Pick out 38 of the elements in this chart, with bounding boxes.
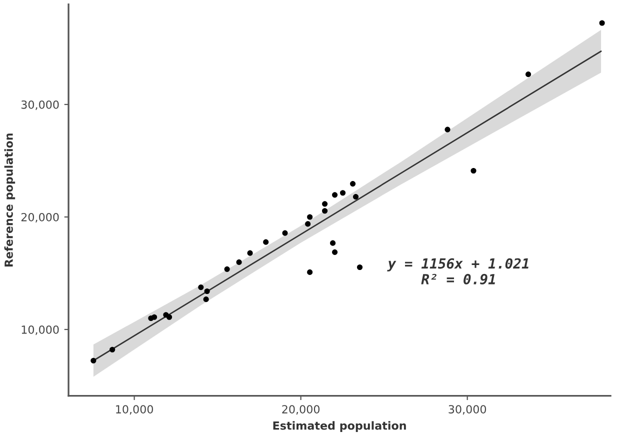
- point: [307, 214, 313, 220]
- point: [282, 230, 288, 236]
- point: [332, 249, 338, 255]
- x-tick-label: 30,000: [448, 405, 486, 415]
- point: [444, 126, 450, 132]
- y-axis-title: Reference population: [4, 134, 16, 266]
- y-tick-label: 30,000: [21, 100, 59, 110]
- point: [322, 201, 328, 207]
- point: [526, 72, 532, 78]
- point: [332, 192, 338, 198]
- point: [352, 194, 359, 200]
- point: [166, 314, 172, 320]
- x-tick-label: 20,000: [282, 405, 320, 415]
- point: [305, 221, 311, 227]
- y-tick-label: 20,000: [21, 212, 59, 222]
- point: [198, 284, 204, 290]
- point: [263, 239, 269, 245]
- point: [470, 168, 476, 174]
- point: [307, 269, 313, 275]
- point: [322, 208, 328, 214]
- point: [350, 181, 356, 187]
- point: [90, 358, 96, 364]
- point: [110, 346, 116, 352]
- point: [152, 314, 158, 320]
- point: [236, 259, 242, 265]
- annotation: R² = 0.91: [421, 274, 495, 284]
- x-axis-title: Estimated population: [273, 421, 406, 432]
- point: [247, 250, 253, 256]
- point: [203, 296, 209, 302]
- point: [330, 240, 336, 246]
- x-tick-label: 10,000: [116, 405, 154, 415]
- point: [224, 266, 230, 272]
- point: [356, 264, 363, 270]
- point: [204, 288, 210, 294]
- point: [599, 20, 605, 26]
- annotation: y = 1156x + 1.021: [387, 258, 528, 272]
- y-tick-label: 10,000: [22, 325, 59, 335]
- point: [340, 190, 346, 196]
